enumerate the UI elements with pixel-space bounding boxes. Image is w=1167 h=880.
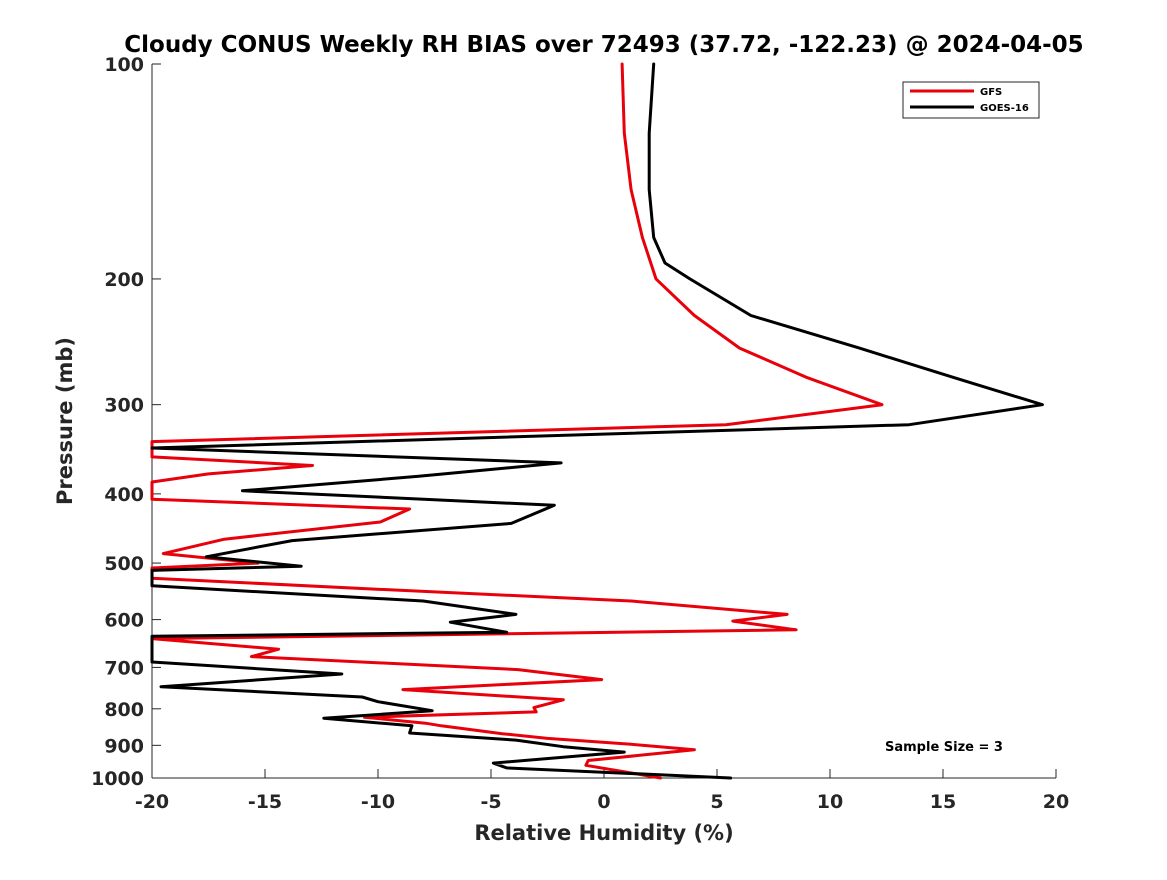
y-tick-label: 100	[104, 54, 144, 76]
x-tick-label: 0	[597, 791, 610, 813]
y-tick-label: 1000	[91, 768, 144, 790]
y-tick-label: 700	[104, 657, 144, 679]
x-tick-label: 20	[1043, 791, 1069, 813]
x-axis-label: Relative Humidity (%)	[474, 821, 733, 845]
x-tick-label: -20	[135, 791, 169, 813]
y-tick-label: 600	[104, 610, 144, 632]
x-tick-label: -15	[248, 791, 282, 813]
y-tick-label: 900	[104, 735, 144, 757]
chart-title: Cloudy CONUS Weekly RH BIAS over 72493 (…	[124, 32, 1083, 58]
y-tick-label: 300	[104, 395, 144, 417]
series-line-goes-16	[150, 62, 1044, 780]
y-tick-label: 800	[104, 699, 144, 721]
legend-gfs-label: GFS	[980, 87, 1002, 98]
legend-goes16-label: GOES-16	[980, 103, 1029, 114]
legend-box	[902, 81, 1040, 119]
plot-area: -20 -15 -10 -5 0 5 10 15 20 100 200 300 400 500 600 700…	[91, 54, 1069, 813]
y-axis-label: Pressure (mb)	[53, 337, 77, 505]
x-tick-label: -5	[480, 791, 501, 813]
x-tick-label: 15	[930, 791, 956, 813]
y-tick-label: 500	[104, 553, 144, 575]
x-tick-label: 10	[817, 791, 843, 813]
x-tick-label: 5	[710, 791, 723, 813]
x-tick-label: -10	[361, 791, 395, 813]
series-line-gfs	[150, 62, 884, 780]
legend: GFS GOES-16	[902, 81, 1040, 119]
y-tick-label: 400	[104, 484, 144, 506]
sample-size-annotation: Sample Size = 3	[885, 740, 1003, 755]
y-tick-label: 200	[104, 269, 144, 291]
